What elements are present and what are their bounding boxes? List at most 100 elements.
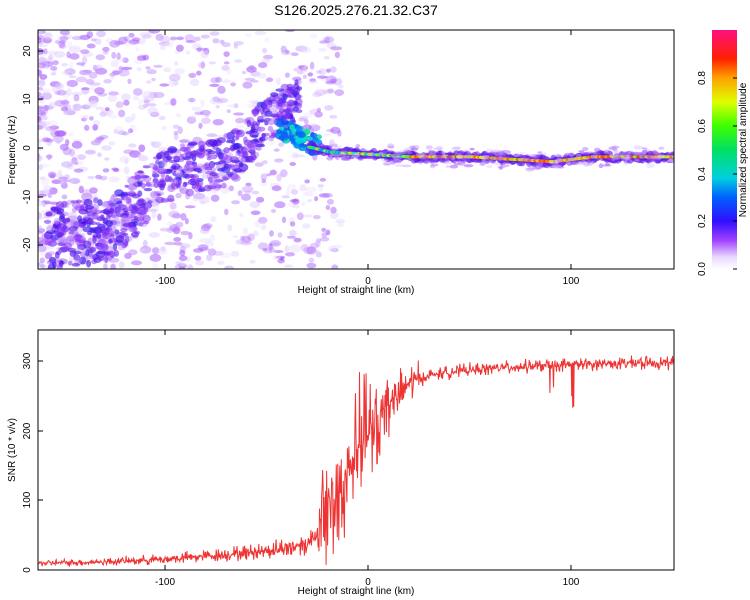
spectrogram-noise-cell (73, 94, 80, 102)
spectrogram-noise-cell (221, 65, 230, 71)
spectrogram-noise-cell (280, 45, 287, 53)
spectrogram-noise-cell (66, 235, 75, 242)
spectrogram-noise-cell (92, 64, 98, 71)
spectrogram-noise-cell (123, 99, 130, 106)
cb-tick-label-06: 0.6 (697, 119, 708, 133)
spectrogram-noise-cell (172, 81, 179, 86)
spectrogram-noise-cell (269, 169, 277, 176)
spectrogram-noise-cell (57, 175, 66, 182)
spectrogram-signal-cell (80, 223, 86, 228)
spectrogram-noise-cell (288, 229, 298, 237)
spectrogram-noise-cell (667, 159, 674, 162)
spectrogram-noise-cell (633, 151, 638, 155)
spectrogram-noise-cell (58, 40, 67, 44)
spectrogram-noise-cell (68, 211, 77, 220)
spectrogram-signal-cell (130, 226, 136, 232)
spectrogram-signal-cell (195, 148, 206, 155)
spectrogram-signal-cell (178, 139, 189, 143)
spectrogram-noise-cell (122, 72, 131, 76)
spectrogram-noise-cell (53, 134, 64, 143)
spectrogram-signal-cell (185, 188, 195, 197)
spectrogram-noise-cell (64, 68, 76, 75)
spectrogram-noise-cell (190, 115, 197, 119)
spectrogram-signal-cell (137, 199, 147, 207)
spectrogram-noise-cell (81, 56, 88, 65)
spectrogram-noise-cell (194, 111, 204, 116)
spectrogram-signal-cell (217, 151, 224, 160)
spectrogram-noise-cell (54, 39, 60, 45)
spectrogram-noise-cell (430, 150, 435, 154)
spectrogram-signal-cell (262, 101, 273, 109)
spectrogram-signal-cell (108, 251, 116, 255)
spectrogram-noise-cell (305, 186, 317, 193)
spectrogram-noise-cell (110, 263, 116, 269)
spectrogram-noise-cell (310, 122, 316, 127)
spectrogram-signal-cell (222, 177, 229, 181)
spectrogram-noise-cell (552, 164, 562, 169)
spectrogram-signal-cell (211, 175, 221, 181)
spectrogram-noise-cell (169, 36, 178, 41)
spectrogram-noise-cell (623, 162, 629, 166)
spectrogram-signal-cell (69, 250, 77, 257)
spectrogram-noise-cell (146, 103, 157, 107)
spectrogram-noise-cell (166, 227, 174, 233)
spectrogram-signal-cell (166, 168, 174, 172)
spectrogram-noise-cell (66, 79, 79, 88)
spectrogram-noise-cell (258, 216, 268, 224)
spectrogram-noise-cell (191, 106, 202, 112)
spectrogram-noise-cell (329, 139, 335, 147)
spectrogram-noise-cell (137, 153, 145, 161)
spectrogram-noise-cell (309, 78, 317, 83)
spectrogram-noise-cell (641, 149, 647, 155)
spectrogram-signal-cell (175, 176, 182, 181)
spectrogram-noise-cell (177, 126, 183, 134)
spectrogram-noise-cell (292, 76, 302, 82)
spectrogram-signal-cell (106, 231, 113, 237)
spectrogram-noise-cell (84, 124, 90, 131)
spectrogram-noise-cell (38, 154, 43, 162)
spectrogram-signal-cell (217, 171, 227, 177)
spectrogram-noise-cell (137, 104, 147, 110)
spectrogram-noise-cell (169, 202, 177, 210)
spectrogram-noise-cell (398, 150, 408, 155)
spectrogram-noise-cell (143, 99, 150, 104)
spectrogram-noise-cell (269, 240, 282, 247)
spectrogram-noise-cell (242, 227, 249, 235)
spectrogram-noise-cell (142, 239, 148, 248)
spectrogram-signal-cell (250, 125, 256, 133)
spectrogram-noise-cell (316, 75, 328, 79)
spectrogram-noise-cell (293, 67, 299, 72)
spectrogram-noise-cell (41, 209, 47, 215)
spectrogram-noise-cell (235, 239, 245, 245)
spectrogram-noise-cell (218, 98, 229, 103)
spectrogram-signal-cell (280, 120, 289, 125)
spectrogram-noise-cell (299, 185, 308, 192)
spectrogram-noise-cell (233, 43, 238, 49)
spectrogram-noise-cell (436, 145, 443, 150)
spectrogram-signal-cell (296, 94, 301, 101)
spectrogram-noise-cell (638, 153, 646, 159)
spectrogram-noise-cell (291, 204, 300, 209)
spectrogram-signal-cell (148, 162, 156, 169)
spectrogram-signal-cell (112, 220, 118, 226)
spectrogram-x-axis-label: Height of straight line (km) (298, 285, 415, 296)
spectrogram-noise-cell (246, 104, 255, 109)
spectrogram-noise-cell (246, 66, 257, 73)
spectrogram-signal-cell (120, 215, 128, 223)
spectrogram-noise-cell (298, 116, 309, 120)
spec-xtick-label-neg100: -100 (155, 276, 175, 287)
spectrogram-noise-cell (237, 190, 243, 197)
spectrogram-noise-cell (97, 152, 102, 157)
spectrogram-noise-cell (175, 113, 182, 118)
spectrogram-signal-cell (60, 245, 70, 253)
spectrogram-noise-cell (286, 235, 296, 239)
spectrogram-noise-cell (150, 141, 156, 146)
spectrogram-signal-cell (209, 172, 219, 177)
spectrogram-signal-cell (44, 252, 53, 260)
spectrogram-noise-cell (38, 105, 45, 110)
spectrogram-noise-cell (487, 160, 492, 163)
spec-xtick-label-0: 0 (365, 276, 371, 287)
spectrogram-noise-cell (168, 79, 179, 87)
spectrogram-signal-cell (298, 144, 307, 148)
spectrogram-signal-cell (241, 147, 247, 152)
